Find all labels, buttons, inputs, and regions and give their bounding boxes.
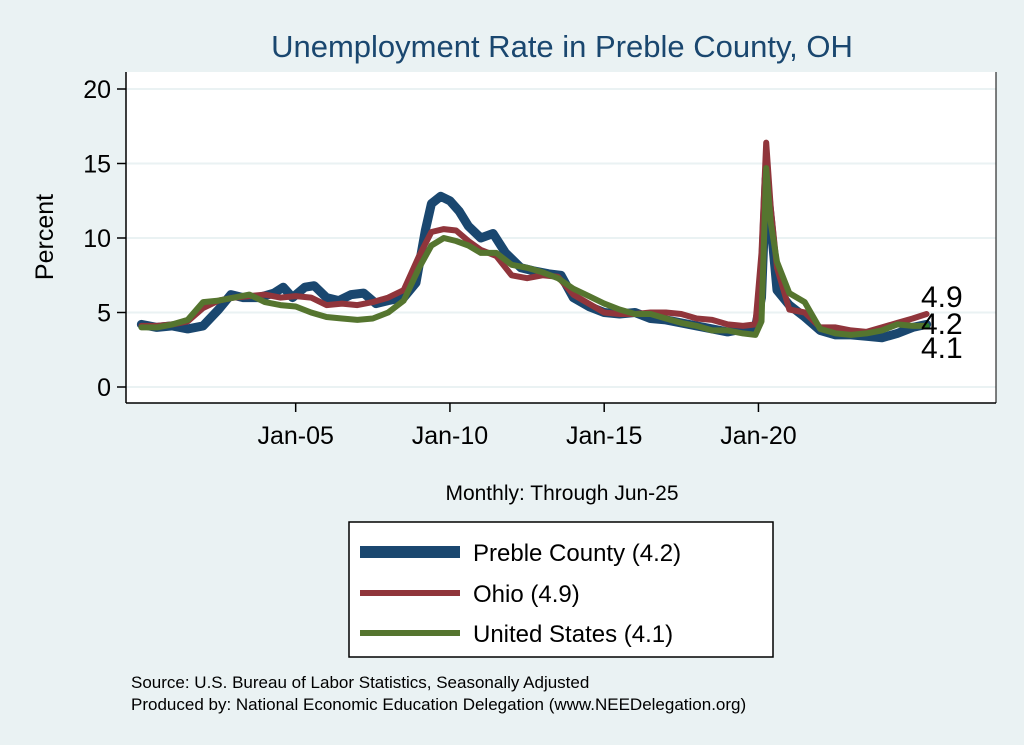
legend-label-us: United States (4.1) bbox=[473, 621, 673, 648]
end-label-county: 4.2 bbox=[921, 308, 963, 341]
series-lines bbox=[136, 139, 932, 343]
y-tick-label: 0 bbox=[97, 374, 111, 402]
end-label-ohio: 4.9 bbox=[921, 281, 963, 314]
y-tick-label: 10 bbox=[83, 225, 111, 253]
source-line: Source: U.S. Bureau of Labor Statistics,… bbox=[131, 673, 589, 692]
x-tick-label: Jan-10 bbox=[412, 422, 488, 450]
x-tick-label: Jan-20 bbox=[720, 422, 796, 450]
x-tick-label: Jan-05 bbox=[257, 422, 333, 450]
endpoint-marker bbox=[923, 322, 930, 329]
series-line-united-states bbox=[138, 165, 930, 338]
gridlines bbox=[126, 88, 996, 388]
y-ticks: 0 5 10 15 20 bbox=[83, 76, 126, 402]
legend-label-ohio: Ohio (4.9) bbox=[473, 581, 580, 608]
chart-title: Unemployment Rate in Preble County, OH bbox=[271, 29, 853, 64]
y-axis-title: Percent bbox=[31, 194, 59, 280]
x-tick-label: Jan-15 bbox=[566, 422, 642, 450]
y-tick-label: 20 bbox=[83, 76, 111, 104]
x-ticks: Jan-05 Jan-10 Jan-15 Jan-20 bbox=[257, 403, 797, 450]
x-axis-title: Monthly: Through Jun-25 bbox=[445, 482, 678, 505]
y-tick-label: 15 bbox=[83, 151, 111, 179]
producer-line: Produced by: National Economic Education… bbox=[131, 695, 746, 714]
series-line-preble-county bbox=[136, 173, 932, 343]
end-label-us: 4.1 bbox=[921, 332, 963, 365]
y-tick-label: 5 bbox=[97, 300, 111, 328]
legend-label-county: Preble County (4.2) bbox=[473, 540, 681, 567]
